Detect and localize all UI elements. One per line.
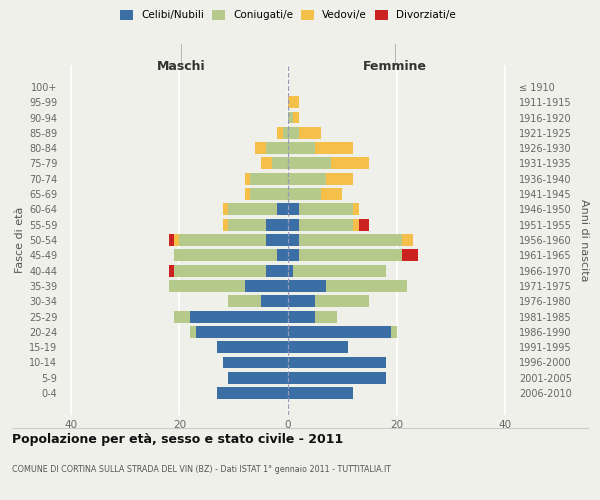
- Bar: [256, 142, 266, 154]
- Bar: [315, 296, 370, 307]
- Bar: [277, 127, 283, 139]
- Bar: [217, 387, 288, 399]
- Bar: [272, 158, 288, 170]
- Bar: [353, 218, 359, 230]
- Y-axis label: Anni di nascita: Anni di nascita: [578, 198, 589, 281]
- Bar: [326, 280, 407, 292]
- Bar: [261, 158, 272, 170]
- Bar: [174, 234, 179, 246]
- Bar: [288, 112, 293, 124]
- Bar: [288, 234, 299, 246]
- Bar: [391, 326, 397, 338]
- Bar: [169, 280, 245, 292]
- Bar: [228, 218, 266, 230]
- Bar: [245, 280, 288, 292]
- Text: Popolazione per età, sesso e stato civile - 2011: Popolazione per età, sesso e stato civil…: [12, 432, 343, 446]
- Bar: [288, 204, 299, 216]
- Bar: [402, 250, 418, 262]
- Bar: [277, 204, 288, 216]
- Bar: [299, 250, 402, 262]
- Bar: [266, 218, 288, 230]
- Bar: [315, 142, 353, 154]
- Text: Femmine: Femmine: [363, 60, 427, 73]
- Bar: [179, 234, 266, 246]
- Text: COMUNE DI CORTINA SULLA STRADA DEL VIN (BZ) - Dati ISTAT 1° gennaio 2011 - TUTTI: COMUNE DI CORTINA SULLA STRADA DEL VIN (…: [12, 466, 391, 474]
- Bar: [331, 158, 370, 170]
- Bar: [288, 127, 299, 139]
- Bar: [288, 387, 353, 399]
- Bar: [169, 264, 174, 276]
- Bar: [174, 250, 277, 262]
- Bar: [288, 372, 386, 384]
- Bar: [288, 158, 331, 170]
- Bar: [245, 173, 250, 184]
- Bar: [190, 310, 288, 322]
- Bar: [402, 234, 413, 246]
- Bar: [288, 341, 348, 353]
- Bar: [266, 142, 288, 154]
- Bar: [228, 204, 277, 216]
- Bar: [266, 264, 288, 276]
- Text: Maschi: Maschi: [157, 60, 205, 73]
- Bar: [288, 310, 315, 322]
- Bar: [288, 250, 299, 262]
- Bar: [299, 127, 320, 139]
- Bar: [288, 188, 320, 200]
- Bar: [223, 356, 288, 368]
- Bar: [288, 280, 326, 292]
- Bar: [320, 188, 342, 200]
- Bar: [169, 234, 174, 246]
- Bar: [299, 234, 402, 246]
- Bar: [288, 218, 299, 230]
- Bar: [245, 188, 250, 200]
- Bar: [261, 296, 288, 307]
- Bar: [266, 234, 288, 246]
- Bar: [223, 218, 228, 230]
- Bar: [293, 264, 386, 276]
- Bar: [228, 296, 261, 307]
- Bar: [217, 341, 288, 353]
- Bar: [228, 372, 288, 384]
- Bar: [288, 142, 315, 154]
- Bar: [288, 173, 326, 184]
- Bar: [315, 310, 337, 322]
- Bar: [293, 112, 299, 124]
- Bar: [196, 326, 288, 338]
- Bar: [288, 326, 391, 338]
- Bar: [277, 250, 288, 262]
- Bar: [299, 218, 353, 230]
- Bar: [288, 356, 386, 368]
- Bar: [174, 264, 266, 276]
- Bar: [359, 218, 370, 230]
- Bar: [353, 204, 359, 216]
- Bar: [288, 296, 315, 307]
- Legend: Celibi/Nubili, Coniugati/e, Vedovi/e, Divorziati/e: Celibi/Nubili, Coniugati/e, Vedovi/e, Di…: [120, 10, 456, 20]
- Bar: [288, 96, 299, 108]
- Bar: [288, 264, 293, 276]
- Bar: [250, 188, 288, 200]
- Bar: [326, 173, 353, 184]
- Bar: [299, 204, 353, 216]
- Bar: [250, 173, 288, 184]
- Y-axis label: Fasce di età: Fasce di età: [14, 207, 25, 273]
- Bar: [190, 326, 196, 338]
- Bar: [223, 204, 228, 216]
- Bar: [283, 127, 288, 139]
- Bar: [174, 310, 190, 322]
